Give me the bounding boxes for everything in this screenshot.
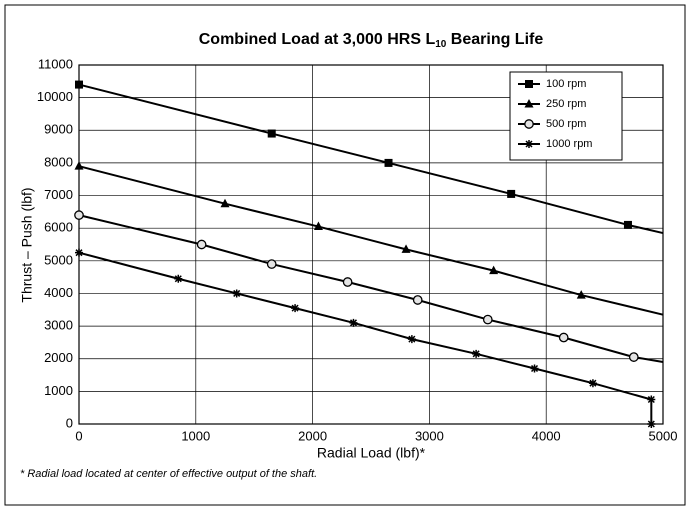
y-axis-label: Thrust – Push (lbf) xyxy=(19,187,35,302)
marker-triangle xyxy=(401,244,411,253)
y-tick-label: 1000 xyxy=(44,383,73,398)
series-line xyxy=(78,83,664,235)
marker-star xyxy=(174,274,183,283)
chart-title: Combined Load at 3,000 HRS L10 Bearing L… xyxy=(199,31,544,49)
y-tick-label: 0 xyxy=(66,415,73,430)
marker-circle xyxy=(558,332,569,343)
marker-triangle xyxy=(313,221,323,231)
x-tick-label: 3000 xyxy=(415,428,444,443)
y-tick-label: 9000 xyxy=(44,122,73,137)
marker-circle xyxy=(196,239,207,250)
marker-star xyxy=(75,248,83,257)
marker-square xyxy=(525,80,533,88)
legend-label: 1000 rpm xyxy=(546,138,592,150)
marker-square xyxy=(623,220,632,229)
marker-triangle xyxy=(576,290,586,299)
marker-circle xyxy=(524,119,534,129)
y-tick-label: 8000 xyxy=(44,154,73,169)
marker-star xyxy=(232,289,241,298)
marker-star xyxy=(647,395,656,404)
marker-star xyxy=(588,379,597,388)
marker-circle xyxy=(628,352,639,362)
y-tick-label: 5000 xyxy=(44,252,73,267)
y-tick-label: 2000 xyxy=(44,350,73,365)
x-tick-label: 4000 xyxy=(532,428,561,443)
marker-star xyxy=(472,349,481,358)
x-axis-label: Radial Load (lbf)* xyxy=(317,445,426,461)
plot-border xyxy=(78,64,664,425)
legend-label: 100 rpm xyxy=(546,78,586,90)
legend-label: 250 rpm xyxy=(546,98,586,110)
y-tick-label: 11000 xyxy=(38,56,73,71)
y-tick-label: 10000 xyxy=(37,89,73,104)
marker-circle xyxy=(74,210,84,220)
x-tick-label: 2000 xyxy=(298,428,327,443)
marker-circle xyxy=(482,314,493,325)
marker-square xyxy=(267,129,276,138)
y-tick-label: 4000 xyxy=(44,285,73,300)
marker-star xyxy=(647,420,656,428)
marker-square xyxy=(384,158,393,167)
marker-circle xyxy=(412,295,423,305)
marker-circle xyxy=(342,277,353,287)
marker-square xyxy=(75,80,83,89)
x-tick-label: 0 xyxy=(75,428,82,443)
marker-star xyxy=(291,304,300,313)
title-subscript: 10 xyxy=(435,39,447,50)
marker-triangle xyxy=(220,198,230,208)
marker-star xyxy=(407,335,416,344)
marker-star xyxy=(525,140,533,148)
marker-triangle xyxy=(524,99,534,108)
y-tick-label: 7000 xyxy=(44,187,73,202)
marker-star xyxy=(349,318,358,327)
legend-label: 500 rpm xyxy=(546,118,586,130)
marker-circle xyxy=(266,259,277,269)
y-tick-label: 6000 xyxy=(44,220,73,235)
footnote: * Radial load located at center of effec… xyxy=(20,468,317,480)
marker-star xyxy=(530,364,539,373)
title-main: Combined Load at 3,000 HRS L xyxy=(199,31,436,48)
marker-triangle xyxy=(489,265,499,275)
x-tick-label: 1000 xyxy=(181,428,210,443)
y-tick-label: 3000 xyxy=(44,318,73,333)
title-suffix: Bearing Life xyxy=(446,31,543,48)
marker-triangle xyxy=(74,161,84,170)
marker-square xyxy=(507,189,516,198)
x-tick-label: 5000 xyxy=(649,428,678,443)
